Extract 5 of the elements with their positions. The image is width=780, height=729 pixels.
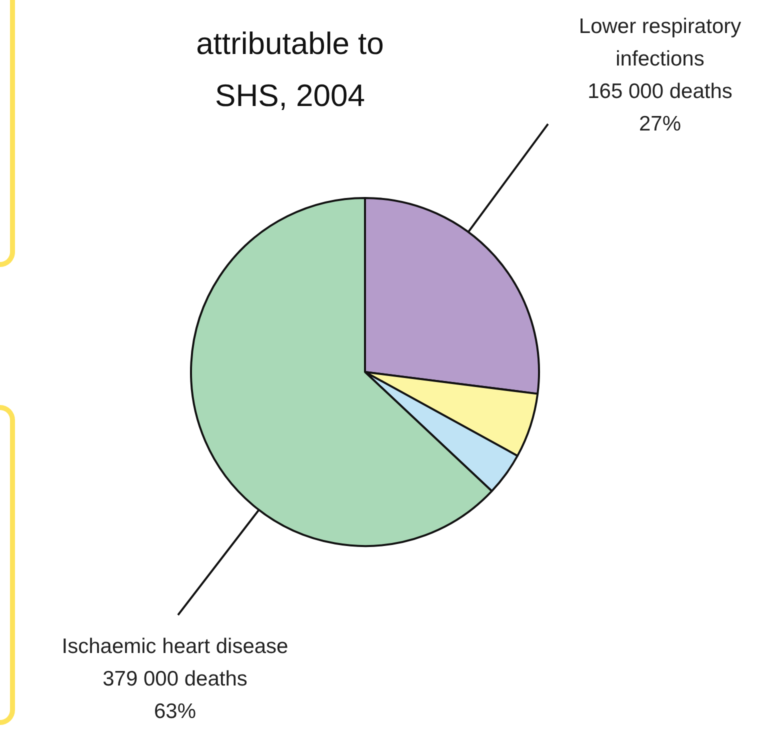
slice-label: Lower respiratory infections (578, 15, 742, 70)
text: attributable to SHS, 2004 (195, 25, 385, 115)
data-label: 165 000 deaths 27% (588, 80, 732, 136)
data-label: 379 000 deaths 63% (102, 668, 248, 723)
slice-label: Ischaemic heart disease (62, 635, 288, 658)
